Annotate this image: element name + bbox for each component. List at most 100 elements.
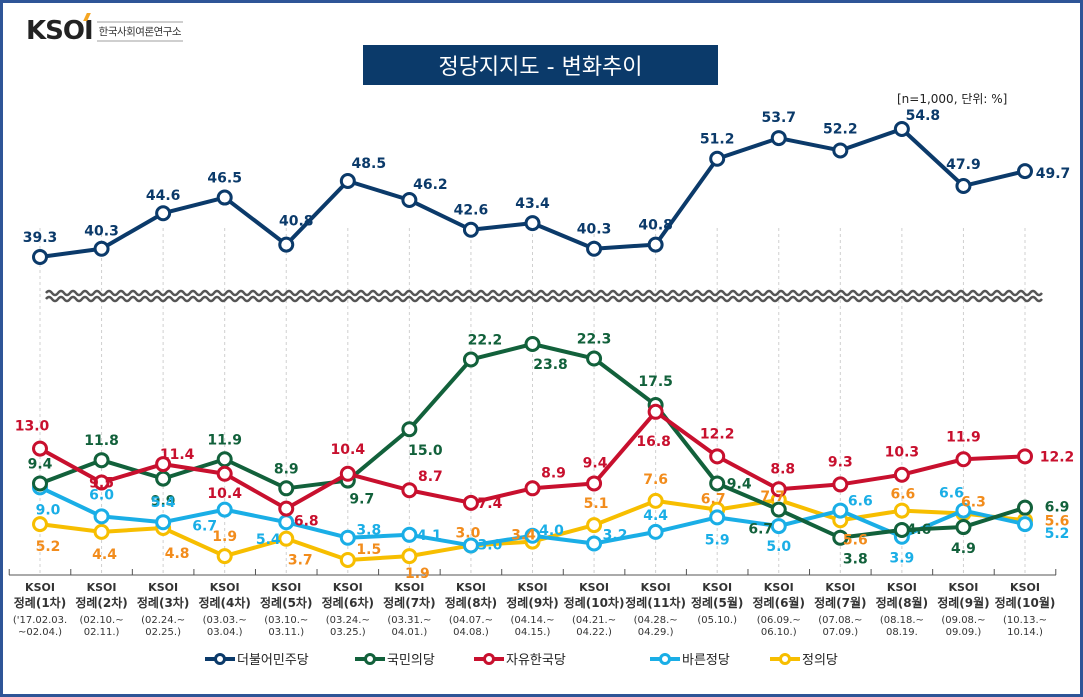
logo-subtitle: 한국사회여론연구소 (96, 20, 184, 42)
x-tick-label: KSOI (271, 581, 301, 594)
data-point-jayu (586, 475, 603, 492)
data-label-jeongui: 6.6 (890, 487, 915, 503)
data-point-jayu (770, 481, 787, 498)
data-point-jeongui (278, 530, 295, 547)
data-label-minjoo: 40.8 (279, 214, 314, 230)
data-point-minjoo (216, 189, 233, 206)
data-point-minjoo (647, 236, 664, 253)
x-tick-label: 04.08.) (453, 627, 489, 638)
data-point-bareun (709, 509, 726, 526)
data-label-kookmin: 23.8 (533, 357, 568, 373)
x-tick-label: 04.22.) (576, 627, 612, 638)
data-label-bareun: 6.0 (89, 487, 114, 503)
x-tick-label: 정례(11차) (625, 595, 686, 610)
x-tick-label: KSOI (456, 581, 486, 594)
data-point-bareun (93, 508, 110, 525)
x-tick-label: KSOI (825, 581, 855, 594)
data-point-kookmin (93, 452, 110, 469)
data-point-kookmin (893, 521, 910, 538)
x-tick-label: (09.08.~ (941, 615, 985, 626)
data-point-jayu (278, 500, 295, 517)
data-point-kookmin (155, 470, 172, 487)
data-point-jayu (462, 494, 479, 511)
x-tick-label: 정례(2차) (75, 595, 127, 610)
data-point-minjoo (955, 177, 972, 194)
data-point-minjoo (278, 236, 295, 253)
data-point-minjoo (770, 130, 787, 147)
x-tick-label: (10.13.~ (1003, 615, 1047, 626)
data-point-jayu (524, 480, 541, 497)
data-label-bareun: 5.4 (151, 495, 176, 511)
x-tick-label: 정례(9차) (506, 595, 558, 610)
data-point-minjoo (93, 240, 110, 257)
data-label-minjoo: 40.8 (638, 218, 673, 234)
data-point-kookmin (462, 351, 479, 368)
data-label-jeongui: 5.6 (1045, 513, 1070, 529)
data-point-jayu (709, 448, 726, 465)
x-tick-label: (04.21.~ (572, 615, 616, 626)
legend-item-jeongui: 정의당 (770, 649, 838, 668)
data-label-kookmin: 8.9 (274, 461, 299, 477)
data-label-minjoo: 47.9 (946, 157, 981, 173)
legend-label: 더불어민주당 (237, 653, 309, 668)
data-point-minjoo (32, 249, 48, 265)
data-label-kookmin: 9.4 (28, 456, 53, 472)
legend-label: 자유한국당 (506, 653, 566, 668)
x-tick-label: (05.10.) (697, 615, 737, 626)
x-tick-label: 정례(8월) (876, 595, 928, 610)
data-point-bareun (524, 527, 541, 544)
x-tick-label: KSOI (764, 581, 794, 594)
data-label-jayu: 16.8 (636, 434, 671, 450)
data-label-kookmin: 9.4 (727, 476, 752, 492)
data-point-bareun (462, 537, 479, 554)
x-tick-label: (06.09.~ (757, 615, 801, 626)
data-label-jayu: 12.2 (700, 426, 735, 442)
data-label-jeongui: 5.1 (584, 496, 609, 512)
chart-title: 정당지지도 - 변화추이 (363, 45, 718, 85)
legend-marker-icon (355, 652, 385, 665)
data-label-jeongui: 1.9 (212, 529, 237, 545)
data-label-jayu: 11.9 (946, 429, 981, 445)
legend-label: 바른정당 (682, 653, 730, 668)
x-tick-label: 정례(10월) (995, 595, 1056, 610)
data-point-minjoo (709, 150, 726, 167)
x-tick-label: 정례(6월) (753, 595, 805, 610)
data-label-jayu: 10.4 (331, 442, 366, 458)
legend-marker-icon (650, 652, 680, 665)
x-tick-label: KSOI (394, 581, 424, 594)
data-label-minjoo: 46.5 (207, 171, 242, 187)
data-point-jeongui (216, 548, 233, 565)
legend-marker-icon (205, 652, 235, 665)
sample-unit-note: [n=1,000, 단위: %] (897, 92, 1008, 106)
data-point-jayu (155, 456, 172, 473)
x-tick-label: KSOI (210, 581, 240, 594)
x-tick-label: (02.10.~ (80, 615, 124, 626)
data-point-jayu (955, 451, 972, 468)
x-tick-label: ('17.02.03. (13, 615, 67, 626)
data-label-minjoo: 51.2 (700, 132, 735, 148)
data-point-bareun (401, 526, 418, 543)
data-point-jayu (893, 466, 910, 483)
data-point-jayu (339, 465, 356, 482)
data-label-jeongui: 6.7 (701, 492, 726, 508)
data-label-minjoo: 44.6 (146, 188, 181, 204)
logo-mark: KSOI (26, 13, 94, 46)
data-label-jeongui: 5.2 (36, 539, 61, 555)
data-label-jayu: 7.4 (478, 496, 503, 512)
x-tick-label: KSOI (1010, 581, 1040, 594)
data-label-jeongui: 4.8 (165, 546, 190, 562)
legend-label: 국민의당 (387, 653, 435, 668)
x-tick-label: 02.25.) (145, 627, 181, 638)
x-tick-label: KSOI (948, 581, 978, 594)
data-label-minjoo: 52.2 (823, 121, 858, 137)
x-tick-label: (04.28.~ (634, 615, 678, 626)
x-tick-label: (03.31.~ (387, 615, 431, 626)
data-label-bareun: 5.9 (705, 532, 730, 548)
data-point-minjoo (893, 121, 910, 137)
data-point-bareun (1017, 516, 1033, 533)
data-point-bareun (339, 529, 356, 546)
data-label-kookmin: 9.7 (349, 492, 374, 508)
data-point-kookmin (955, 519, 972, 536)
data-point-kookmin (770, 501, 787, 518)
data-point-bareun (770, 518, 787, 535)
